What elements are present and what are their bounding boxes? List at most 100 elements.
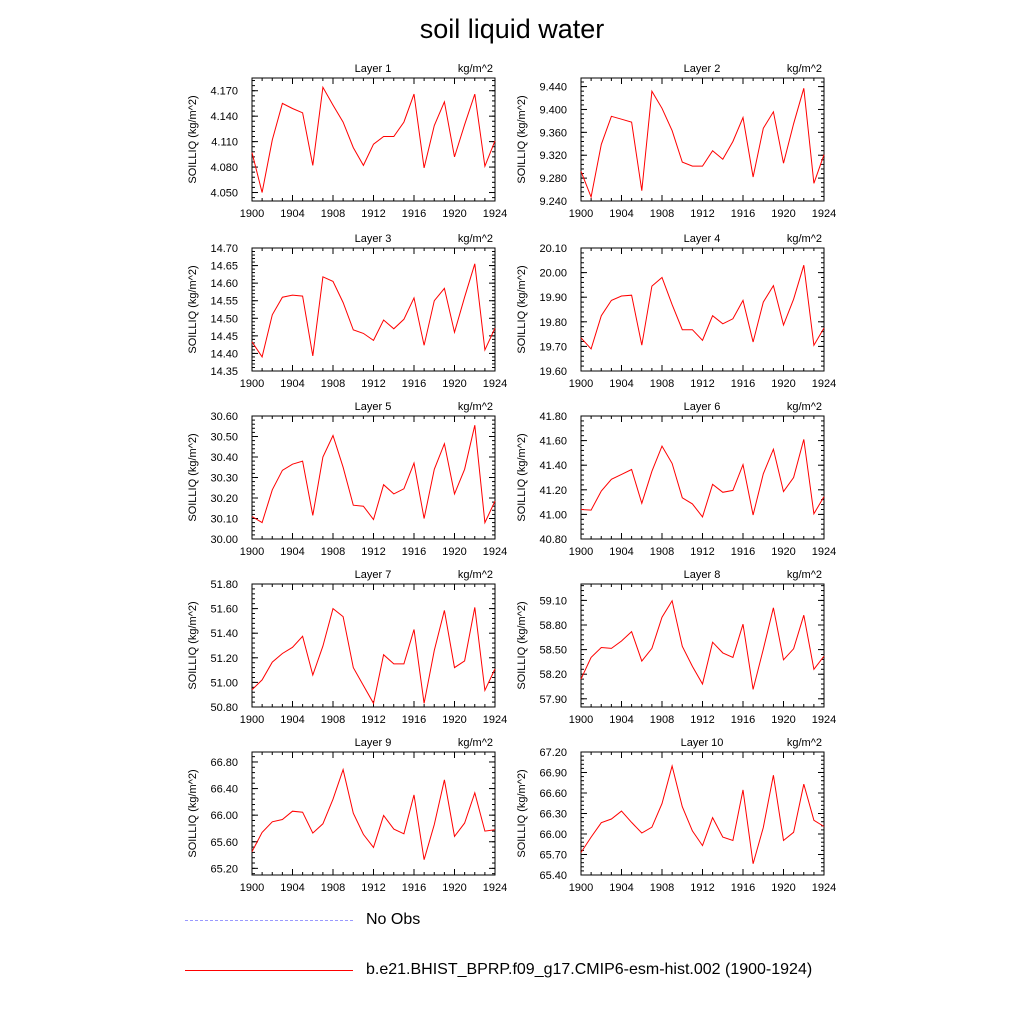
y-tick-label: 9.440: [539, 82, 567, 94]
y-tick-label: 4.170: [210, 86, 238, 98]
panel-unit: kg/m^2: [787, 737, 822, 749]
y-tick-label: 40.80: [539, 534, 567, 546]
y-tick-label: 9.280: [539, 173, 567, 185]
panel-title: Layer 1: [355, 63, 392, 75]
y-tick-label: 19.90: [539, 292, 567, 304]
panel-unit: kg/m^2: [787, 401, 822, 413]
series-line: [251, 767, 496, 860]
panel-unit: kg/m^2: [458, 401, 493, 413]
y-tick-label: 66.60: [539, 788, 567, 800]
x-tick-label: 1920: [442, 378, 466, 390]
chart-panel: Layer 4 kg/m^2 SOILLIQ (kg/m^2) 1900 1904 190…: [516, 233, 836, 390]
y-tick-label: 14.55: [210, 296, 238, 308]
y-axis-label: SOILLIQ (kg/m^2): [187, 769, 199, 857]
y-tick-label: 30.30: [210, 473, 238, 485]
x-tick-label: 1916: [402, 714, 426, 726]
plot-frame: [251, 583, 496, 708]
page-title: soil liquid water: [419, 14, 605, 44]
chart-panel: Layer 5 kg/m^2 SOILLIQ (kg/m^2) 1900 1904 190…: [187, 401, 507, 558]
x-tick-label: 1908: [650, 714, 674, 726]
y-tick-label: 14.40: [210, 348, 238, 360]
x-tick-label: 1908: [321, 378, 345, 390]
x-tick-label: 1916: [402, 882, 426, 894]
x-tick-label: 1904: [280, 882, 304, 894]
x-tick-label: 1920: [771, 882, 795, 894]
x-tick-label: 1900: [240, 546, 264, 558]
x-tick-label: 1924: [483, 378, 507, 390]
y-tick-label: 65.20: [210, 863, 238, 875]
x-tick-label: 1924: [812, 546, 836, 558]
x-tick-label: 1904: [280, 714, 304, 726]
plot-frame: [580, 247, 825, 372]
plot-frame: [580, 583, 825, 708]
y-tick-label: 19.60: [539, 366, 567, 378]
x-tick-label: 1916: [731, 714, 755, 726]
x-tick-label: 1920: [771, 714, 795, 726]
y-tick-label: 14.50: [210, 313, 238, 325]
y-tick-label: 14.35: [210, 366, 238, 378]
panel-title: Layer 9: [355, 737, 392, 749]
x-tick-label: 1924: [812, 208, 836, 220]
x-tick-label: 1900: [569, 208, 593, 220]
x-tick-label: 1900: [240, 714, 264, 726]
plot-frame: [580, 751, 825, 876]
y-tick-label: 51.40: [210, 628, 238, 640]
y-tick-label: 4.050: [210, 188, 238, 200]
x-tick-label: 1912: [361, 378, 385, 390]
x-tick-label: 1904: [280, 208, 304, 220]
x-tick-label: 1908: [321, 546, 345, 558]
panel-unit: kg/m^2: [458, 569, 493, 581]
y-tick-label: 41.80: [539, 411, 567, 423]
chart-panel: Layer 8 kg/m^2 SOILLIQ (kg/m^2) 1900 1904 190…: [516, 569, 836, 726]
y-tick-label: 9.400: [539, 104, 567, 116]
x-tick-label: 1920: [771, 546, 795, 558]
plot-frame: [580, 415, 825, 540]
x-tick-label: 1924: [812, 378, 836, 390]
y-tick-label: 30.40: [210, 452, 238, 464]
panel-title: Layer 10: [681, 737, 724, 749]
series-line: [580, 88, 825, 199]
panel-unit: kg/m^2: [787, 233, 822, 245]
x-tick-label: 1912: [690, 378, 714, 390]
x-tick-label: 1916: [402, 208, 426, 220]
y-tick-label: 66.30: [539, 809, 567, 821]
legend-line-model: [185, 970, 353, 971]
y-tick-label: 41.60: [539, 436, 567, 448]
x-tick-label: 1908: [321, 208, 345, 220]
y-tick-label: 66.00: [210, 810, 238, 822]
x-tick-label: 1912: [690, 714, 714, 726]
x-tick-label: 1912: [361, 882, 385, 894]
y-tick-label: 57.90: [539, 694, 567, 706]
y-tick-label: 9.360: [539, 127, 567, 139]
y-tick-label: 4.110: [211, 137, 238, 149]
x-tick-label: 1924: [483, 882, 507, 894]
y-tick-label: 51.60: [210, 604, 238, 616]
plot-frame: [251, 247, 496, 372]
y-axis-label: SOILLIQ (kg/m^2): [516, 265, 528, 353]
y-tick-label: 41.20: [539, 485, 567, 497]
panel-title: Layer 7: [355, 569, 392, 581]
y-tick-label: 30.60: [210, 411, 238, 423]
y-tick-label: 51.20: [210, 653, 238, 665]
series-line: [251, 425, 496, 525]
x-tick-label: 1912: [690, 882, 714, 894]
y-tick-label: 66.40: [210, 784, 238, 796]
y-axis-label: SOILLIQ (kg/m^2): [187, 265, 199, 353]
x-tick-label: 1920: [771, 378, 795, 390]
series-line: [251, 607, 496, 705]
x-tick-label: 1916: [731, 546, 755, 558]
x-tick-label: 1900: [240, 378, 264, 390]
y-axis-label: SOILLIQ (kg/m^2): [187, 95, 199, 183]
series-line: [251, 85, 496, 193]
y-tick-label: 66.00: [539, 829, 567, 841]
x-tick-label: 1904: [280, 378, 304, 390]
x-tick-label: 1920: [442, 546, 466, 558]
panel-title: Layer 3: [355, 233, 392, 245]
chart-panel: Layer 10 kg/m^2 SOILLIQ (kg/m^2) 1900 1904 19…: [516, 737, 836, 894]
x-tick-label: 1912: [361, 714, 385, 726]
x-tick-label: 1920: [442, 208, 466, 220]
y-tick-label: 67.20: [539, 747, 567, 759]
y-tick-label: 66.90: [539, 768, 567, 780]
x-tick-label: 1924: [812, 714, 836, 726]
